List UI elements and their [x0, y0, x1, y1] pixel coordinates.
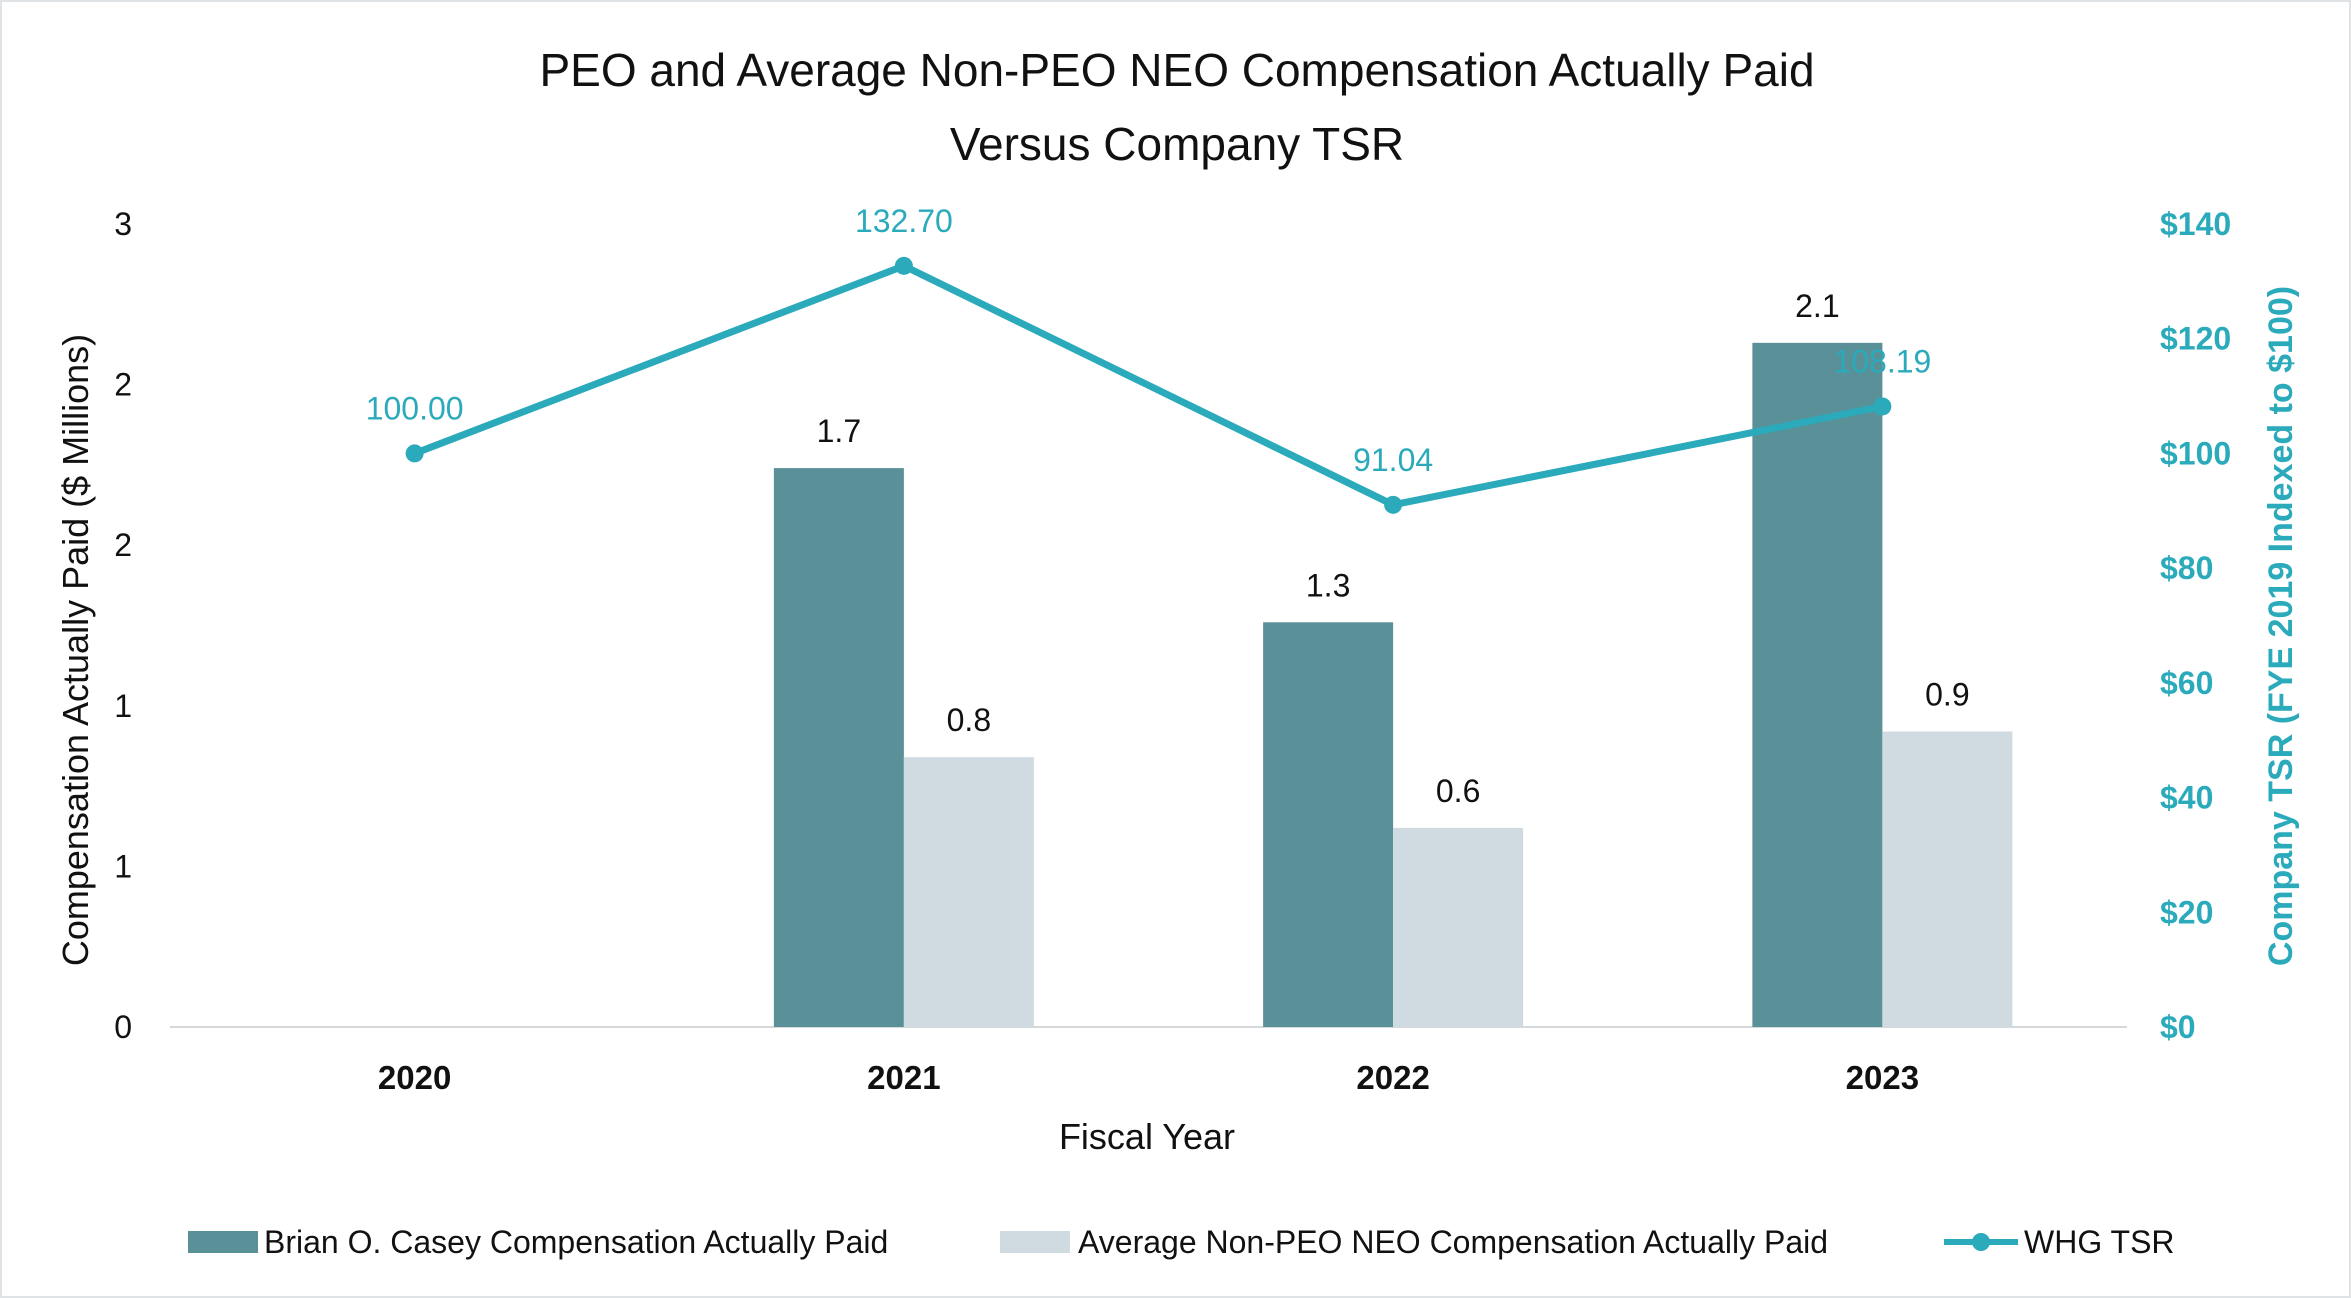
bar-non-peo — [1882, 731, 2013, 1027]
category-label: 2022 — [1356, 1059, 1429, 1096]
bar-label-non-peo: 0.6 — [1436, 773, 1480, 809]
left-tick-label: 2 — [114, 367, 132, 403]
left-tick-label: 1 — [114, 688, 132, 724]
right-tick-label: $80 — [2160, 550, 2213, 586]
legend-label-tsr: WHG TSR — [2024, 1224, 2175, 1260]
bar-data-labels: 1.7 1.3 2.1 0.8 0.6 0.9 — [817, 288, 1970, 809]
bar-non-peo — [903, 757, 1034, 1027]
right-axis-title: Company TSR (FYE 2019 Indexed to $100) — [2262, 286, 2300, 966]
bar-casey — [1752, 342, 1883, 1027]
bar-series-group — [773, 342, 2013, 1027]
tsr-point — [1384, 495, 1403, 514]
category-labels: 2020 2021 2022 2023 — [378, 1059, 1919, 1096]
category-label: 2020 — [378, 1059, 451, 1096]
bar-casey — [773, 468, 904, 1027]
bar-label-casey: 1.7 — [817, 413, 861, 449]
tsr-data-label: 91.04 — [1353, 442, 1433, 478]
legend-swatch-non-peo — [1000, 1231, 1070, 1253]
right-axis-ticks: $0 $20 $40 $60 $80 $100 $120 $140 — [2160, 206, 2231, 1045]
bar-label-casey: 2.1 — [1795, 288, 1839, 324]
legend-label-non-peo: Average Non-PEO NEO Compensation Actuall… — [1078, 1224, 1828, 1260]
category-label: 2023 — [1846, 1059, 1919, 1096]
tsr-point — [1873, 397, 1892, 416]
right-tick-label: $120 — [2160, 321, 2231, 357]
tsr-line — [411, 262, 1886, 509]
left-axis-ticks: 0 1 1 2 2 3 — [114, 206, 132, 1045]
bar-casey — [1263, 622, 1394, 1027]
right-tick-label: $0 — [2160, 1009, 2196, 1045]
legend-marker-tsr — [1972, 1233, 1990, 1251]
legend-label-casey: Brian O. Casey Compensation Actually Pai… — [264, 1224, 888, 1260]
left-tick-label: 1 — [114, 848, 132, 884]
left-tick-label: 0 — [114, 1009, 132, 1045]
left-tick-label: 3 — [114, 206, 132, 242]
tsr-point — [405, 444, 424, 463]
right-tick-label: $60 — [2160, 665, 2213, 701]
right-tick-label: $40 — [2160, 780, 2213, 816]
left-tick-label: 2 — [114, 527, 132, 563]
bar-label-casey: 1.3 — [1306, 567, 1350, 603]
x-axis-title: Fiscal Year — [1059, 1116, 1235, 1157]
left-axis-title: Compensation Actually Paid ($ Millions) — [55, 334, 96, 966]
bar-label-non-peo: 0.8 — [947, 702, 991, 738]
category-label: 2021 — [867, 1059, 940, 1096]
right-tick-label: $140 — [2160, 206, 2231, 242]
tsr-line-group: 100.00 132.70 91.04 108.19 — [366, 203, 1931, 514]
legend-swatch-casey — [188, 1231, 258, 1253]
right-tick-label: $20 — [2160, 894, 2213, 930]
tsr-data-label: 132.70 — [855, 203, 953, 239]
tsr-data-label: 100.00 — [366, 390, 464, 426]
bar-non-peo — [1393, 827, 1524, 1027]
tsr-data-label: 108.19 — [1833, 343, 1931, 379]
bar-label-non-peo: 0.9 — [1925, 676, 1969, 712]
chart-legend: Brian O. Casey Compensation Actually Pai… — [188, 1224, 2175, 1260]
chart-title-line-2: Versus Company TSR — [950, 118, 1404, 170]
right-tick-label: $100 — [2160, 435, 2231, 471]
chart-title-line-1: PEO and Average Non-PEO NEO Compensation… — [539, 44, 1814, 96]
tsr-point — [894, 256, 913, 275]
